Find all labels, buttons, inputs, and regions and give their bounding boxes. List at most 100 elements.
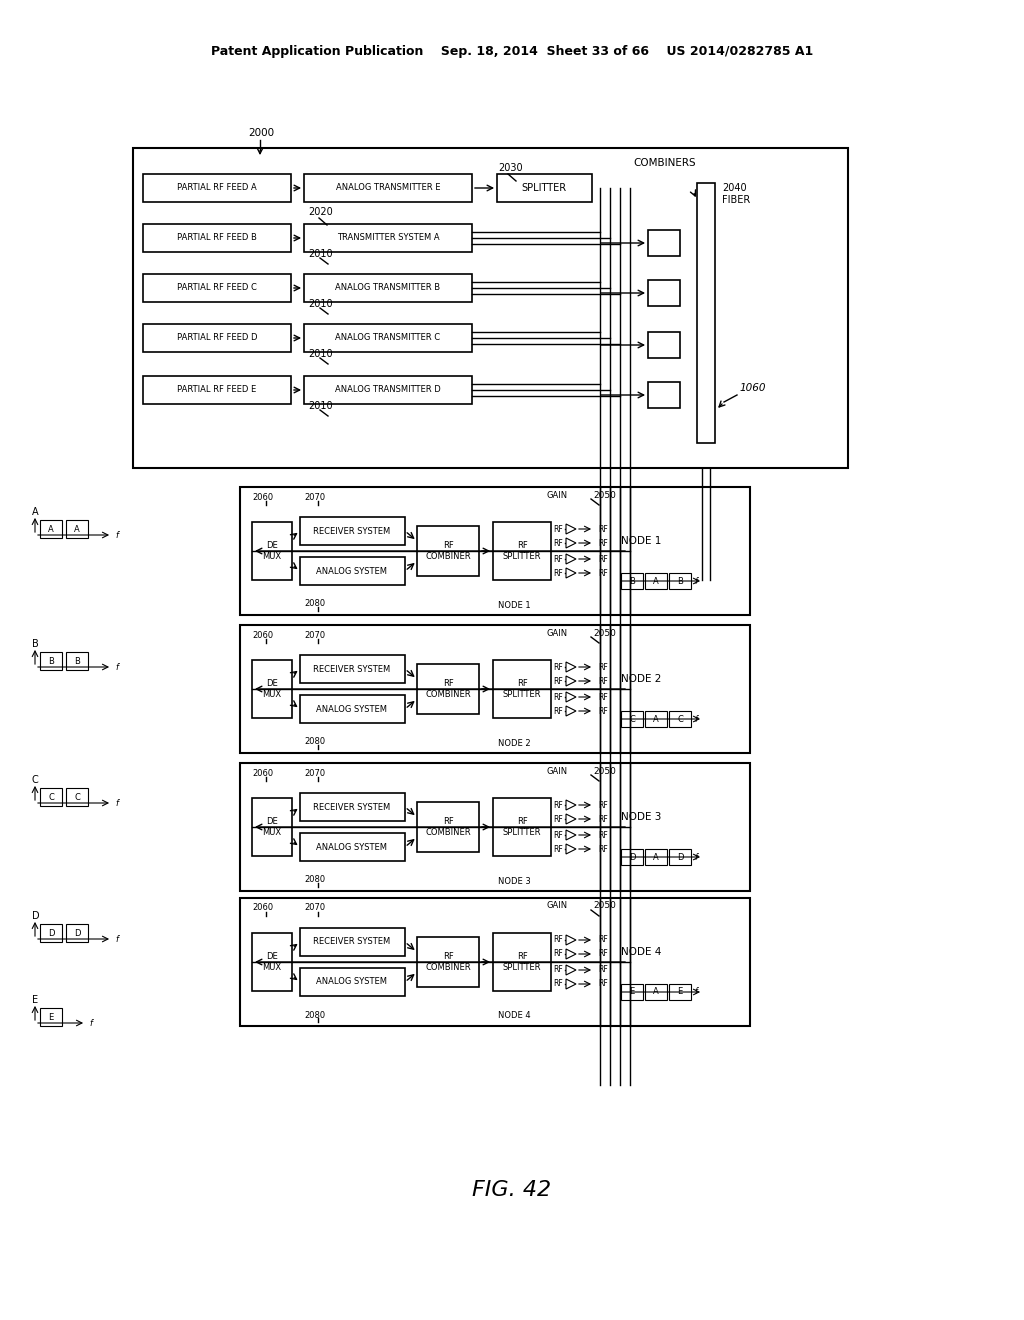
Text: RF
COMBINER: RF COMBINER — [425, 541, 471, 561]
Text: A: A — [653, 714, 658, 723]
Bar — [417, 525, 479, 576]
Text: RF: RF — [598, 830, 608, 840]
Bar — [417, 937, 479, 987]
Text: NODE 1: NODE 1 — [621, 536, 662, 546]
Text: 2010: 2010 — [308, 249, 333, 259]
Text: 2080: 2080 — [304, 875, 326, 884]
Bar — [493, 660, 551, 718]
Bar — [648, 381, 680, 408]
Bar — [417, 803, 479, 851]
Bar — [621, 573, 643, 589]
Text: f: f — [694, 987, 697, 997]
Text: f: f — [116, 663, 119, 672]
Text: B: B — [48, 657, 54, 667]
Bar — [645, 573, 667, 589]
Bar — [497, 174, 592, 202]
Text: TRANSMITTER SYSTEM A: TRANSMITTER SYSTEM A — [337, 234, 439, 243]
Bar — [252, 660, 292, 718]
Text: f: f — [694, 577, 697, 586]
Bar — [648, 333, 680, 358]
Text: f: f — [694, 714, 697, 723]
Text: 2050: 2050 — [593, 491, 615, 499]
Bar — [304, 323, 472, 352]
Text: C: C — [32, 775, 39, 785]
Bar — [304, 224, 472, 252]
Text: f: f — [694, 853, 697, 862]
Text: C: C — [48, 793, 54, 803]
Text: RF: RF — [553, 706, 563, 715]
Text: 1060: 1060 — [740, 383, 767, 393]
Text: RF: RF — [598, 936, 608, 945]
Text: E: E — [677, 987, 683, 997]
Text: RF
COMBINER: RF COMBINER — [425, 680, 471, 698]
Bar — [40, 924, 62, 942]
Bar — [300, 517, 406, 545]
Text: 2050: 2050 — [593, 767, 615, 776]
Polygon shape — [566, 830, 575, 840]
Text: PARTIAL RF FEED E: PARTIAL RF FEED E — [177, 385, 257, 395]
Bar — [300, 968, 406, 997]
Bar — [40, 652, 62, 671]
Text: RECEIVER SYSTEM: RECEIVER SYSTEM — [313, 664, 390, 673]
Text: 2070: 2070 — [304, 768, 326, 777]
Bar — [621, 711, 643, 727]
Bar — [143, 323, 291, 352]
Text: GAIN: GAIN — [547, 767, 567, 776]
Text: RF: RF — [553, 814, 563, 824]
Bar — [66, 924, 88, 942]
Polygon shape — [566, 706, 575, 715]
Text: RF: RF — [598, 706, 608, 715]
Text: NODE 3: NODE 3 — [498, 876, 530, 886]
Text: RF: RF — [598, 676, 608, 685]
Text: RF
SPLITTER: RF SPLITTER — [503, 541, 542, 561]
Text: RF: RF — [553, 569, 563, 578]
Bar — [40, 520, 62, 539]
Text: B: B — [32, 639, 39, 649]
Bar — [40, 788, 62, 807]
Bar — [252, 933, 292, 991]
Text: NODE 4: NODE 4 — [498, 1011, 530, 1020]
Text: 2060: 2060 — [252, 903, 273, 912]
Bar — [669, 573, 691, 589]
Polygon shape — [566, 965, 575, 975]
Bar — [645, 849, 667, 865]
Text: RF: RF — [598, 800, 608, 809]
Text: RF: RF — [598, 814, 608, 824]
Text: 2080: 2080 — [304, 738, 326, 747]
Text: RF: RF — [553, 693, 563, 701]
Text: RF
SPLITTER: RF SPLITTER — [503, 952, 542, 972]
Polygon shape — [566, 800, 575, 810]
Text: GAIN: GAIN — [547, 902, 567, 911]
Text: ANALOG SYSTEM: ANALOG SYSTEM — [316, 978, 387, 986]
Text: PARTIAL RF FEED C: PARTIAL RF FEED C — [177, 284, 257, 293]
Bar — [143, 275, 291, 302]
Bar — [300, 833, 406, 861]
Text: ANALOG SYSTEM: ANALOG SYSTEM — [316, 566, 387, 576]
Text: SPLITTER: SPLITTER — [521, 183, 566, 193]
Bar — [669, 983, 691, 1001]
Text: RF: RF — [553, 554, 563, 564]
Text: PARTIAL RF FEED D: PARTIAL RF FEED D — [177, 334, 257, 342]
Bar — [493, 799, 551, 855]
Text: DE
MUX: DE MUX — [262, 541, 282, 561]
Text: f: f — [89, 1019, 92, 1027]
Text: E: E — [32, 995, 38, 1005]
Text: 2020: 2020 — [308, 207, 333, 216]
Text: RF: RF — [553, 830, 563, 840]
Text: FIBER: FIBER — [722, 195, 751, 205]
Text: RF: RF — [553, 800, 563, 809]
Bar — [240, 487, 750, 615]
Text: 2070: 2070 — [304, 903, 326, 912]
Text: A: A — [32, 507, 39, 517]
Text: B: B — [677, 577, 683, 586]
Text: A: A — [653, 577, 658, 586]
Text: RF: RF — [598, 845, 608, 854]
Bar — [300, 793, 406, 821]
Text: A: A — [653, 987, 658, 997]
Text: E: E — [630, 987, 635, 997]
Text: B: B — [74, 657, 80, 667]
Text: ANALOG SYSTEM: ANALOG SYSTEM — [316, 842, 387, 851]
Text: ANALOG TRANSMITTER B: ANALOG TRANSMITTER B — [336, 284, 440, 293]
Text: RF: RF — [598, 965, 608, 974]
Polygon shape — [566, 568, 575, 578]
